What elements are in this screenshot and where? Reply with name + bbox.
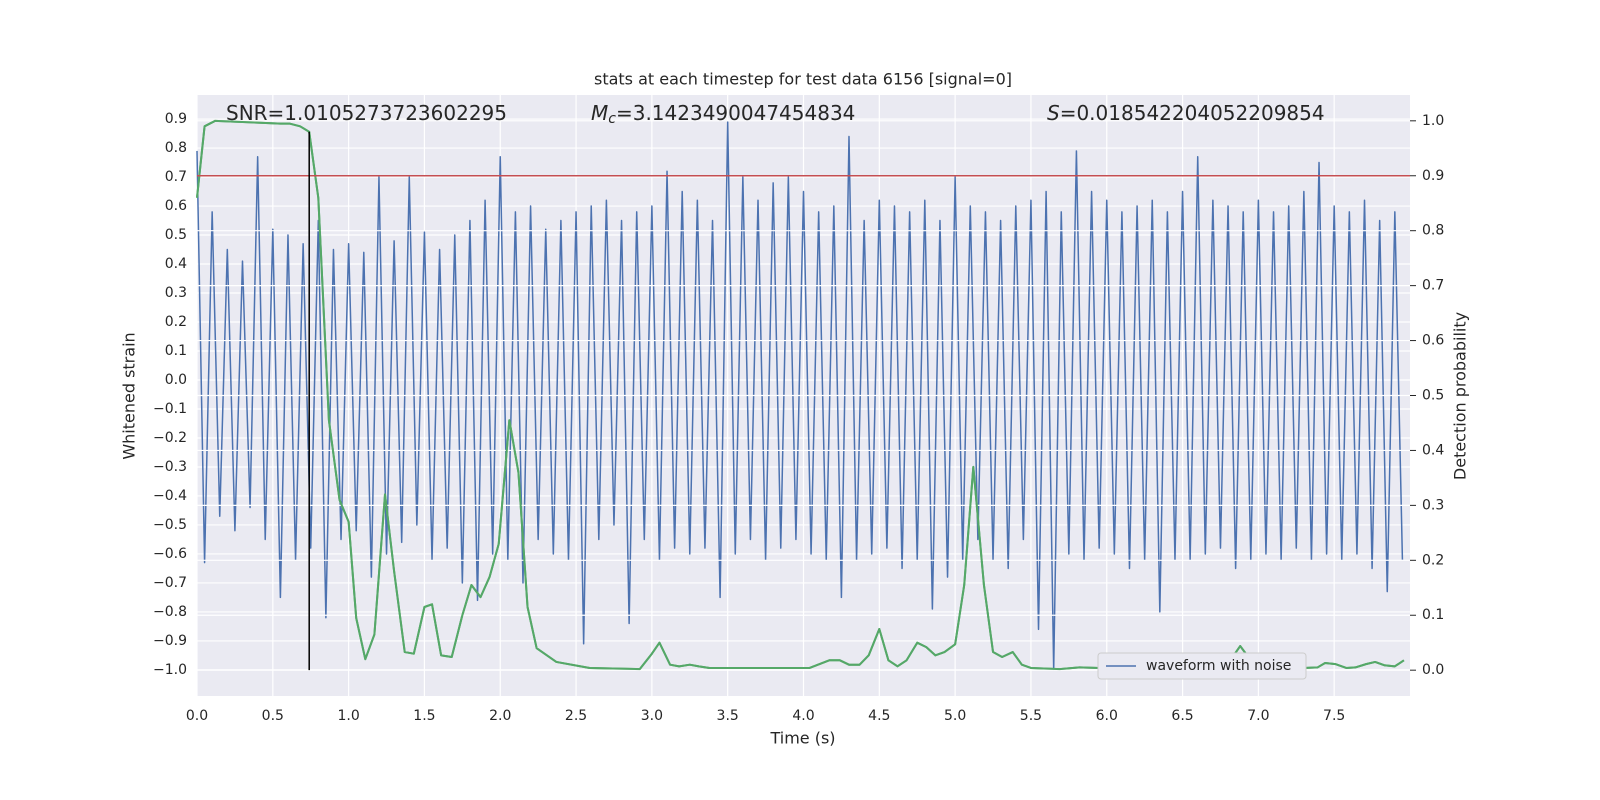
- y-tick-label: 0.5: [165, 227, 187, 243]
- y-tick-label: −0.3: [153, 459, 187, 475]
- y2-tick-label: 0.0: [1422, 662, 1444, 678]
- legend-box: [1097, 652, 1307, 680]
- chart-title: stats at each timestep for test data 615…: [594, 70, 1012, 89]
- y-tick-label: 0.7: [165, 169, 187, 185]
- y2-tick-label: 0.3: [1422, 497, 1444, 513]
- y2-tick-label: 0.6: [1422, 333, 1444, 349]
- x-tick-label: 2.0: [489, 708, 511, 724]
- x-tick-label: 4.5: [868, 708, 890, 724]
- y-tick-label: −0.2: [153, 430, 187, 446]
- y-axis-label: Whitened strain: [120, 332, 139, 459]
- legend-label: waveform with noise: [1146, 658, 1291, 674]
- x-tick-label: 7.0: [1247, 708, 1269, 724]
- x-tick-label: 0.0: [186, 708, 208, 724]
- y-tick-label: 0.9: [165, 111, 187, 127]
- x-axis-label: Time (s): [769, 729, 835, 748]
- y-tick-label: −0.4: [153, 488, 187, 504]
- y-tick-label: 0.3: [165, 285, 187, 301]
- y-tick-label: 0.2: [165, 314, 187, 330]
- x-tick-label: 7.5: [1323, 708, 1345, 724]
- y2-tick-label: 0.9: [1422, 168, 1444, 184]
- x-tick-label: 6.0: [1096, 708, 1118, 724]
- y-tick-label: 0.0: [165, 372, 187, 388]
- y-tick-label: −1.0: [153, 662, 187, 678]
- y2-tick-label: 0.7: [1422, 278, 1444, 294]
- y2-axis-label: Detection probability: [1451, 312, 1470, 480]
- y-tick-label: 0.4: [165, 256, 187, 272]
- y-tick-label: −0.7: [153, 575, 187, 591]
- annotation: Mc=3.1423490047454834: [591, 101, 855, 128]
- x-tick-label: 5.0: [944, 708, 966, 724]
- x-tick-label: 5.5: [1020, 708, 1042, 724]
- x-tick-label: 6.5: [1171, 708, 1193, 724]
- x-tick-label: 1.0: [337, 708, 359, 724]
- x-tick-label: 1.5: [413, 708, 435, 724]
- y2-tick-label: 0.1: [1422, 607, 1444, 623]
- annotation-text: SNR=1.0105273723602295: [226, 101, 507, 125]
- annotation: SNR=1.0105273723602295: [226, 101, 507, 125]
- y-tick-label: −0.6: [153, 546, 187, 562]
- data-line: [196, 121, 1404, 671]
- annotation-text: =3.1423490047454834: [616, 101, 855, 125]
- y-tick-label: −0.5: [153, 517, 187, 533]
- annotation-subscript: c: [608, 111, 616, 127]
- x-tick-label: 2.5: [565, 708, 587, 724]
- x-tick-label: 4.0: [792, 708, 814, 724]
- y-tick-label: −0.9: [153, 633, 187, 649]
- y2-tick-label: 0.5: [1422, 388, 1444, 404]
- annotation: S=0.018542204052209854: [1047, 101, 1325, 125]
- x-tick-label: 3.5: [717, 708, 739, 724]
- x-tick-label: 3.0: [641, 708, 663, 724]
- y2-tick-label: 0.8: [1422, 223, 1444, 239]
- annotation-symbol: M: [591, 101, 608, 125]
- y-tick-label: 0.8: [165, 140, 187, 156]
- y-tick-label: −0.8: [153, 604, 187, 620]
- y-tick-label: 0.1: [165, 343, 187, 359]
- y-tick-label: 0.6: [165, 198, 187, 214]
- y2-tick-label: 0.4: [1422, 442, 1444, 458]
- annotation-symbol: S: [1047, 101, 1060, 125]
- annotation-text: =0.018542204052209854: [1060, 101, 1325, 125]
- x-tick-label: 0.5: [262, 708, 284, 724]
- y2-tick-label: 0.2: [1422, 552, 1444, 568]
- y2-tick-label: 1.0: [1422, 113, 1444, 129]
- y-tick-label: −0.1: [153, 401, 187, 417]
